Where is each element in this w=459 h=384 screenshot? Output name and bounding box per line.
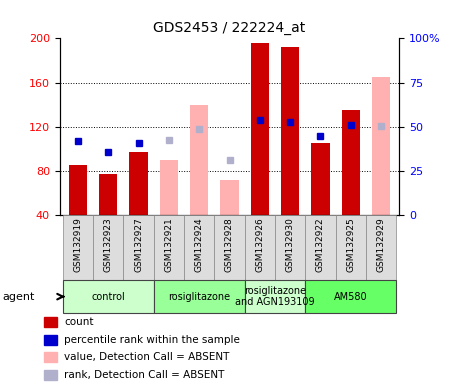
Text: GSM132921: GSM132921 bbox=[164, 217, 174, 272]
Text: rosiglitazone
and AGN193109: rosiglitazone and AGN193109 bbox=[235, 286, 315, 308]
Bar bbox=[69, 166, 87, 215]
Bar bbox=[372, 77, 390, 215]
Text: GSM132930: GSM132930 bbox=[285, 217, 295, 272]
Bar bbox=[245, 280, 305, 313]
Bar bbox=[44, 370, 56, 380]
Bar bbox=[190, 104, 208, 215]
Text: percentile rank within the sample: percentile rank within the sample bbox=[64, 334, 240, 344]
Bar bbox=[123, 215, 154, 280]
Bar bbox=[275, 215, 305, 280]
Bar bbox=[93, 215, 123, 280]
Text: rank, Detection Call = ABSENT: rank, Detection Call = ABSENT bbox=[64, 370, 224, 380]
Bar bbox=[63, 215, 93, 280]
Bar bbox=[341, 110, 360, 215]
Text: GSM132929: GSM132929 bbox=[377, 217, 386, 272]
Title: GDS2453 / 222224_at: GDS2453 / 222224_at bbox=[153, 21, 306, 35]
Bar bbox=[160, 160, 178, 215]
Bar bbox=[305, 215, 336, 280]
Bar bbox=[281, 47, 299, 215]
Bar bbox=[154, 215, 184, 280]
Bar bbox=[129, 152, 148, 215]
Bar bbox=[311, 143, 330, 215]
Text: agent: agent bbox=[2, 291, 35, 302]
Text: AM580: AM580 bbox=[334, 291, 368, 302]
Bar bbox=[63, 280, 154, 313]
Text: GSM132924: GSM132924 bbox=[195, 217, 204, 271]
Bar bbox=[305, 280, 396, 313]
Bar bbox=[44, 317, 56, 327]
Text: value, Detection Call = ABSENT: value, Detection Call = ABSENT bbox=[64, 353, 230, 362]
Text: GSM132919: GSM132919 bbox=[73, 217, 82, 272]
Bar bbox=[154, 280, 245, 313]
Bar bbox=[184, 215, 214, 280]
Text: GSM132925: GSM132925 bbox=[346, 217, 355, 272]
Bar bbox=[220, 180, 239, 215]
Text: count: count bbox=[64, 317, 94, 327]
Bar bbox=[44, 353, 56, 362]
Text: GSM132928: GSM132928 bbox=[225, 217, 234, 272]
Text: GSM132922: GSM132922 bbox=[316, 217, 325, 271]
Bar bbox=[245, 215, 275, 280]
Bar bbox=[44, 334, 56, 344]
Bar bbox=[99, 174, 118, 215]
Text: GSM132927: GSM132927 bbox=[134, 217, 143, 272]
Text: rosiglitazone: rosiglitazone bbox=[168, 291, 230, 302]
Text: GSM132923: GSM132923 bbox=[104, 217, 113, 272]
Bar bbox=[366, 215, 396, 280]
Bar bbox=[214, 215, 245, 280]
Text: GSM132926: GSM132926 bbox=[255, 217, 264, 272]
Bar bbox=[336, 215, 366, 280]
Text: control: control bbox=[91, 291, 125, 302]
Bar bbox=[251, 43, 269, 215]
